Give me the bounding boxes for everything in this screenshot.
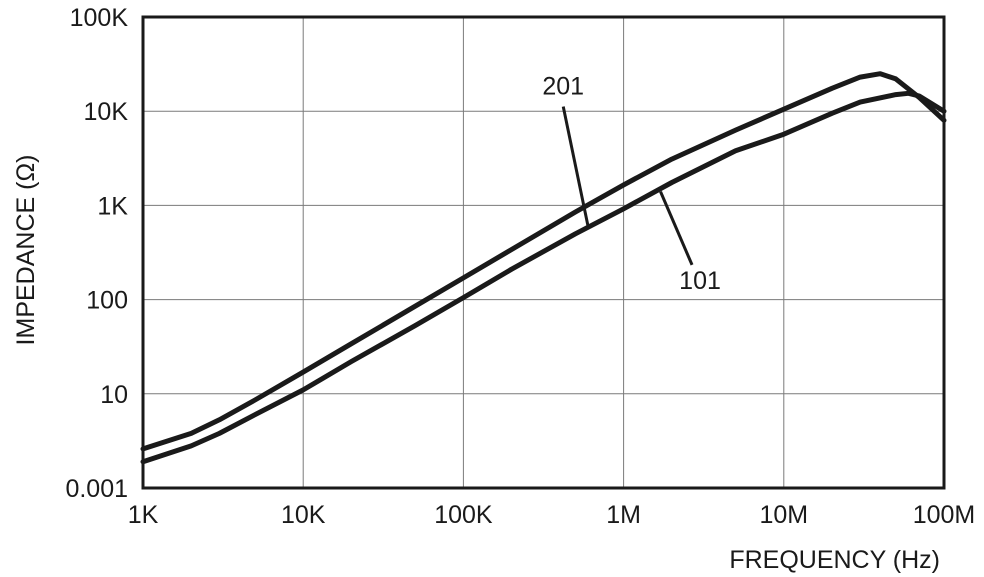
y-tick-label: 100 bbox=[86, 287, 128, 315]
x-tick-label: 10M bbox=[759, 501, 808, 529]
y-tick-label: 100K bbox=[70, 4, 129, 32]
series-label-101: 101 bbox=[679, 267, 721, 295]
y-axis-title: IMPEDANCE (Ω) bbox=[12, 155, 40, 346]
y-tick-label: 10 bbox=[100, 381, 128, 409]
x-tick-label: 10K bbox=[281, 501, 326, 529]
y-tick-label: 10K bbox=[84, 98, 129, 126]
y-axis-ticks: 0.001 10 100 1K 10K 100K bbox=[65, 4, 128, 503]
series-leader-101 bbox=[659, 191, 694, 266]
x-tick-label: 100M bbox=[913, 501, 976, 529]
x-tick-label: 1M bbox=[606, 501, 641, 529]
series-label-201: 201 bbox=[542, 73, 584, 101]
x-tick-label: 100K bbox=[434, 501, 493, 529]
y-tick-label: 1K bbox=[97, 192, 128, 220]
series-group bbox=[140, 71, 947, 465]
x-axis-title: FREQUENCY (Hz) bbox=[729, 546, 940, 574]
series-leader-201 bbox=[561, 106, 590, 227]
series-line-201 bbox=[140, 71, 947, 452]
series-annotations: 201 101 bbox=[542, 73, 721, 295]
plot-frame bbox=[141, 15, 946, 490]
x-axis-ticks: 1K 10K 100K 1M 10M 100M bbox=[128, 501, 976, 529]
series-line-101 bbox=[140, 90, 947, 465]
x-tick-label: 1K bbox=[128, 501, 159, 529]
y-tick-label: 0.001 bbox=[65, 475, 128, 503]
